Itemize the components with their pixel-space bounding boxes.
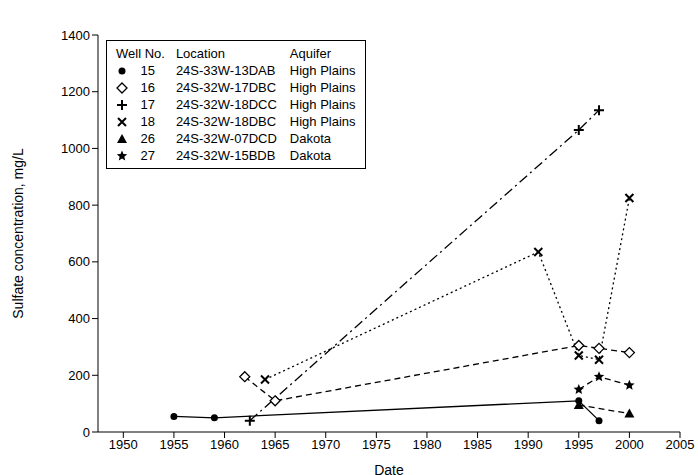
- html-text:26: 26: [140, 131, 155, 146]
- html-text:Location: Location: [175, 46, 225, 61]
- svg-text:Sulfate concentration, mg/L: Sulfate concentration, mg/L: [10, 148, 26, 319]
- svg-text:1200: 1200: [61, 84, 90, 99]
- svg-text:1400: 1400: [61, 28, 90, 43]
- svg-text:1965: 1965: [261, 437, 290, 452]
- html-text:24S-32W-15BDB: 24S-32W-15BDB: [175, 148, 276, 163]
- svg-text:800: 800: [68, 198, 90, 213]
- svg-text:Date: Date: [374, 462, 404, 475]
- html-text:Dakota: Dakota: [289, 131, 331, 146]
- svg-text:1950: 1950: [109, 437, 138, 452]
- html-text:15: 15: [140, 63, 155, 78]
- svg-text:2005: 2005: [666, 437, 690, 452]
- html-text:Dakota: Dakota: [289, 148, 331, 163]
- html-text:High Plains: High Plains: [289, 114, 356, 129]
- svg-text:1980: 1980: [412, 437, 441, 452]
- html-text:Well No.: Well No.: [116, 46, 165, 61]
- html-text:High Plains: High Plains: [289, 63, 356, 78]
- html-text:24S-32W-07DCD: 24S-32W-07DCD: [175, 131, 277, 146]
- svg-text:400: 400: [68, 311, 90, 326]
- html-text:Aquifer: Aquifer: [289, 46, 331, 61]
- html-text:16: 16: [140, 80, 155, 95]
- html-text:24S-33W-13DAB: 24S-33W-13DAB: [175, 63, 276, 78]
- svg-text:1955: 1955: [159, 437, 188, 452]
- html-text:17: 17: [140, 97, 155, 112]
- svg-text:0: 0: [83, 425, 90, 440]
- html-text:24S-32W-18DCC: 24S-32W-18DCC: [175, 97, 277, 112]
- svg-text:1970: 1970: [311, 437, 340, 452]
- html-text:24S-32W-17DBC: 24S-32W-17DBC: [175, 80, 277, 95]
- svg-text:2000: 2000: [615, 437, 644, 452]
- svg-text:1990: 1990: [514, 437, 543, 452]
- svg-text:1975: 1975: [362, 437, 391, 452]
- svg-text:1960: 1960: [210, 437, 239, 452]
- html-text:27: 27: [140, 148, 155, 163]
- html-text:24S-32W-18DBC: 24S-32W-18DBC: [175, 114, 277, 129]
- svg-text:1985: 1985: [463, 437, 492, 452]
- html-text:High Plains: High Plains: [289, 80, 356, 95]
- svg-text:200: 200: [68, 368, 90, 383]
- html-text:High Plains: High Plains: [289, 97, 356, 112]
- svg-text:1995: 1995: [564, 437, 593, 452]
- svg-text:1000: 1000: [61, 141, 90, 156]
- html-text:18: 18: [140, 114, 155, 129]
- svg-text:600: 600: [68, 254, 90, 269]
